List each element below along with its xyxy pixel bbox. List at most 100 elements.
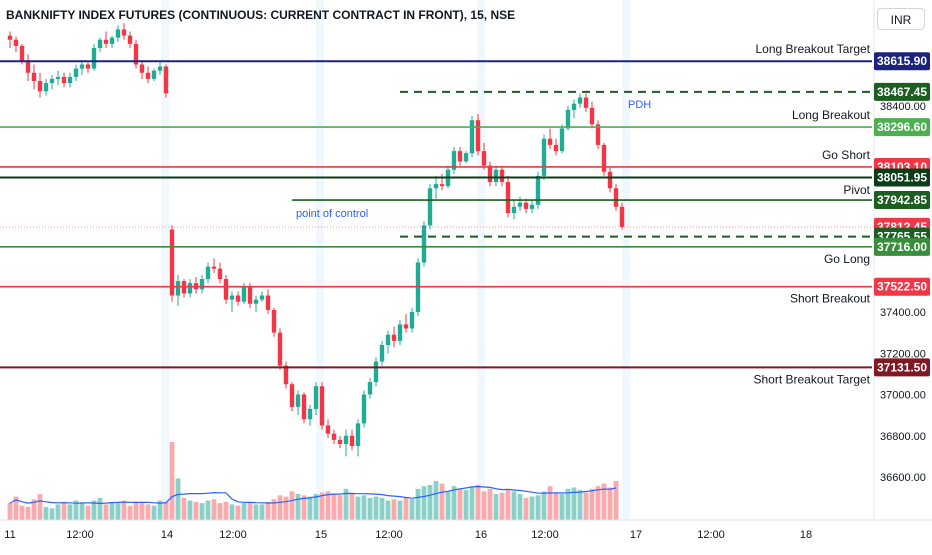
candle-body [49,78,55,84]
candle-body [43,83,49,92]
x-tick-label: 11 [4,529,15,541]
candle-body [313,386,319,409]
candle-body [289,384,295,407]
volume-bar [115,501,121,520]
candle-body [535,175,541,205]
candle-body [421,225,427,263]
candle-body [613,188,619,207]
price-tag-9: 37716.00 [877,240,927,254]
candle-body [91,48,97,69]
y-axis[interactable]: 36600.00 36800.00 37000.00 37200.00 37400.00… [873,0,932,520]
candle-body [151,70,157,79]
candle-body [235,295,241,302]
volume-bar [127,505,133,520]
volume-bar [295,494,301,520]
candle-body [7,35,13,40]
candle-body [277,332,283,366]
volume-bar [613,481,619,520]
price-tag-4-bg [874,168,930,187]
candle-body [247,287,253,304]
x-tick-label: 12:00 [697,529,725,541]
candle-body [379,345,385,362]
volume-bar [37,494,43,520]
candle-body [553,144,559,152]
grid-layer [161,0,630,520]
volume-bar [277,495,283,520]
candle-body [475,120,481,152]
volume-bar [505,490,511,520]
candle-body [169,229,175,296]
volume-bar [601,483,607,520]
volume-bar [313,494,319,520]
volume-bar [331,494,337,520]
candle-body [109,37,115,44]
candle-body [493,169,499,183]
candle-body [559,128,565,152]
candle-body [283,365,289,385]
candle-body [361,394,367,424]
volume-bar [439,483,445,520]
session-separator [622,0,630,520]
session-separator [477,0,485,520]
volume-bar [223,501,229,520]
candle-body [223,279,229,300]
volume-bar [157,500,163,520]
level-pdh-label: PDH [628,99,651,111]
x-tick-label: 14 [161,529,173,541]
volume-bar [397,500,403,520]
candle-body [367,382,373,395]
price-tag-10: 37522.50 [877,280,927,294]
x-axis[interactable]: 11 12:00 14 12:00 15 12:00 16 12:00 17 12:00 18 [0,519,932,550]
volume-bar [475,484,481,520]
candle-body [337,439,343,444]
price-tag-11: 37131.50 [877,360,927,374]
volume-bar [337,495,343,520]
volume-bar [301,495,307,520]
volume-bar [199,503,205,520]
volume-bar [307,496,313,520]
candle-body [301,394,307,420]
candle-body [571,103,577,110]
volume-bar [91,500,97,520]
candle-body [481,151,487,166]
candle-body [271,309,277,333]
volume-bar [241,503,247,520]
currency-button[interactable]: INR [877,8,925,30]
x-tick-label: 15 [315,529,327,541]
volume-bar [121,500,127,520]
y-tick-label: 37000.00 [880,390,926,402]
candle-body [73,68,79,77]
volume-bar [427,484,433,520]
candle-body [565,109,571,129]
volume-bar [469,487,475,520]
candle-body [355,423,361,447]
volume-bar [217,503,223,520]
candle-body [505,182,511,213]
candle-body [601,144,607,172]
candle-body [13,39,19,46]
levels-layer: Long Breakout Target PDH Long Breakout Go S… [0,42,872,386]
session-separator [161,0,169,520]
volume-bar [349,492,355,520]
x-tick-label: 12:00 [375,529,403,541]
volume-bar [463,490,469,520]
volume-bar [103,504,109,520]
candle-body [133,43,139,65]
price-tag-0-bg [874,52,930,71]
price-tag-4: 38051.95 [877,171,927,185]
volume-bar [595,486,601,520]
volume-bar [97,497,103,520]
candle-body [61,76,67,84]
candle-body [145,72,151,79]
x-tick-label: 16 [475,529,487,541]
volume-bar [577,490,583,520]
volume-bar [409,499,415,520]
volume-bar [355,496,361,520]
volume-bar [193,501,199,520]
candle-body [37,81,43,92]
candle-body [295,394,301,407]
candle-body [427,188,433,226]
price-tag-5: 37942.85 [877,193,927,207]
candle-body [517,202,523,207]
